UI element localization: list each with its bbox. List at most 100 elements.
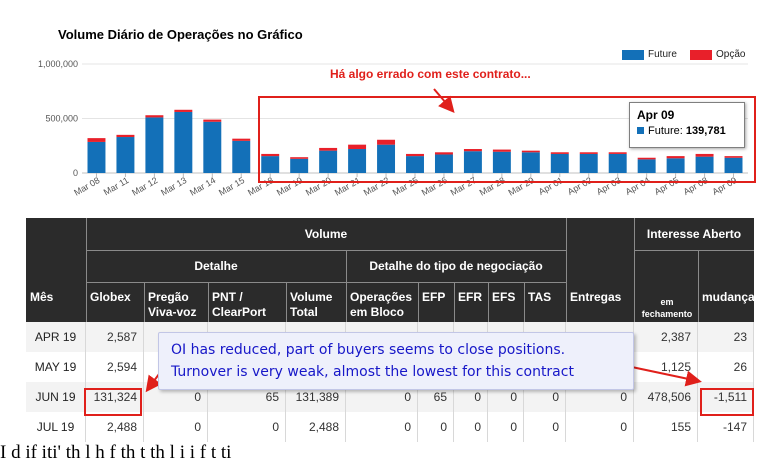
bar-opcao [116,134,135,138]
tooltip-value: 139,781 [685,125,726,137]
table-cell-mes: MAY 19 [26,352,86,382]
col-header-line: EFP [422,290,446,304]
bar-future [724,157,743,173]
col-header-volume-total[interactable]: Volume Total [290,290,344,330]
table-cell-mudanca: -147 [698,412,754,442]
y-tick-label: 1,000,000 [38,59,78,69]
header-divider [208,282,209,322]
col-header-tas[interactable]: TAS [528,290,564,330]
header-divider [286,282,287,322]
table-cell-mes: JUN 19 [26,382,86,412]
header-divider [346,250,347,322]
table-cell-mudanca: 26 [698,352,754,382]
header-divider [86,250,566,251]
note-line-1: OI has reduced, part of buyers seems to … [171,342,566,358]
bar-future [608,153,627,173]
bar-opcao [724,156,743,158]
bar-future [377,144,396,173]
legend-opcao[interactable]: Opção [690,49,745,60]
header-divider [144,282,145,322]
col-header-operacoes-bloco[interactable]: Operações em Bloco [350,290,416,330]
y-tick-label: 0 [73,168,78,178]
tooltip-date: Apr 09 [637,108,675,122]
header-divider [524,282,525,322]
table-cell-pregao: 0 [144,412,208,442]
col-header-line: Entregas [570,290,622,304]
table-cell-pregao: 0 [144,382,208,412]
header-divider [86,282,566,283]
table-cell-em-fechamento: 2,387 [634,322,698,352]
table-cell-pnt-clearport: 0 [208,412,286,442]
chart-annotation: Há algo errado com este contrato... [330,67,531,81]
table-cell-pnt-clearport: 65 [208,382,286,412]
col-header-pnt-clearport[interactable]: PNT / ClearPort [212,290,284,330]
bar-opcao [608,152,627,154]
table-cell-tas: 0 [524,382,566,412]
table-cell-globex: 2,488 [86,412,144,442]
table-cell-efp: 65 [418,382,454,412]
legend-future-label: Future [648,49,677,60]
bar-future [290,158,309,173]
bar-future [116,137,135,173]
bar-future [232,140,251,173]
col-header-line: Total [290,305,318,319]
table-cell-entregas: 0 [566,412,634,442]
bar-opcao [319,147,338,151]
legend-opcao-label: Opção [716,49,746,60]
bar-opcao [521,150,540,153]
chart-highlight-box [258,96,756,183]
col-header-line: fechamento [641,309,693,319]
bar-future [203,121,222,173]
header-divider [566,218,567,322]
bar-future [434,154,453,173]
bar-future [492,151,511,173]
col-header-line: ClearPort [212,305,267,319]
bar-future [87,141,106,173]
bar-future [261,156,280,173]
table-cell-globex: 131,324 [86,382,144,412]
chart-title: Volume Diário de Operações no Gráfico [58,27,303,42]
tooltip-swatch [637,127,644,134]
col-header-entregas[interactable]: Entregas [570,290,632,330]
legend-future[interactable]: Future [622,49,677,60]
col-header-efs[interactable]: EFS [492,290,522,330]
footer-cut-text: I d if iti' th l h f th t th l i i f t t… [0,442,232,463]
table-cell-efs: 0 [488,382,524,412]
col-header-mudanca[interactable]: mudança [702,290,755,330]
col-header-efr[interactable]: EFR [458,290,486,330]
header-divider [86,218,87,322]
table-cell-operacoes-bloco: 0 [346,382,418,412]
header-divider [454,282,455,322]
header-divider [488,282,489,322]
bar-opcao [637,157,656,160]
table-cell-volume-total: 131,389 [286,382,346,412]
col-header-line: PNT / [212,290,243,304]
bar-opcao [463,149,482,152]
detalhe-header: Detalhe [194,259,238,273]
col-header-globex[interactable]: Globex [90,290,142,330]
col-header-line: TAS [528,290,552,304]
bar-future [637,159,656,173]
table-cell-mudanca: 23 [698,322,754,352]
col-header-line: Viva-voz [148,305,197,319]
detalhe-tipo-header: Detalhe do tipo de negociação [369,259,543,273]
legend-opcao-swatch [690,49,712,60]
bar-future [666,158,685,173]
bar-future [521,152,540,173]
bar-future [406,156,424,173]
col-header-efp[interactable]: EFP [422,290,452,330]
col-header-pregao[interactable]: Pregão Viva-voz [148,290,206,330]
table-cell-em-fechamento: 155 [634,412,698,442]
chart-tooltip: Apr 09 Future: 139,781 [629,102,745,148]
x-tick-label: Mar 15 [217,175,246,198]
x-tick-label: Mar 14 [188,175,217,198]
col-header-mes[interactable]: Mês [30,290,84,330]
y-tick-label: 500,000 [45,114,78,124]
table-cell-volume-total: 2,488 [286,412,346,442]
table-cell-efr: 0 [454,412,488,442]
table-row[interactable]: JUL 19 2,488 0 0 2,488 0 0 0 0 0 0 155 -147 [26,412,754,442]
tooltip-series-name: Future [648,125,680,137]
col-header-em-fechamento[interactable]: em fechamento [638,296,696,336]
x-tick-label: Mar 11 [102,175,131,197]
x-tick-label: Mar 13 [159,175,188,198]
